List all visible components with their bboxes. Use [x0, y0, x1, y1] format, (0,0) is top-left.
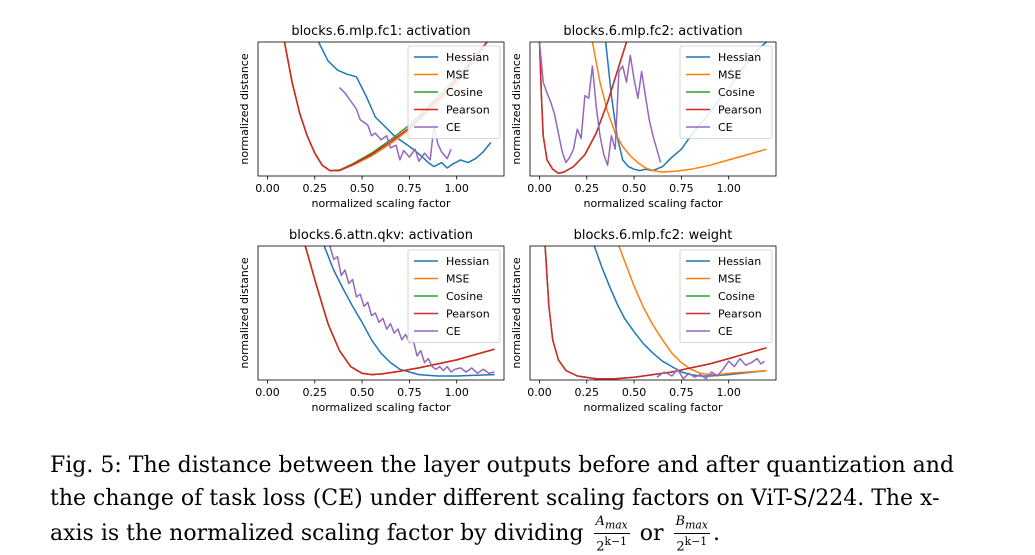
series-line-hessian [323, 246, 495, 377]
series-line-ce [656, 357, 766, 380]
x-tick-label: 0.00 [255, 182, 280, 195]
x-tick-label: 0.00 [527, 386, 552, 399]
axes-frame [529, 41, 777, 177]
caption-prefix: Fig. 5: [50, 453, 122, 478]
figure-caption: Fig. 5: The distance between the layer o… [50, 449, 980, 553]
frac1-numerator: A [595, 514, 605, 529]
x-tick-label: 0.50 [350, 182, 375, 195]
chart-panel-1: 0.00 0.25 0.50 0.75 1.00 blocks.6.mlp.fc1: ac… [238, 24, 505, 210]
y-axis-label: normalized distance [238, 257, 251, 368]
legend-label-cosine: Cosine [446, 290, 483, 303]
legend-label-pearson: Pearson [446, 104, 490, 117]
series-lines [544, 246, 767, 380]
x-tick-label: 0.25 [575, 386, 600, 399]
legend-label-hessian: Hessian [718, 51, 761, 64]
fraction-a-max: Amax 2k−1 [593, 514, 630, 554]
chart-title: blocks.6.mlp.fc2: activation [563, 24, 742, 39]
chart-title: blocks.6.mlp.fc1: activation [291, 24, 470, 39]
legend-box [407, 45, 501, 139]
legend-label-hessian: Hessian [446, 255, 489, 268]
series-line-hessian [317, 42, 492, 169]
frac2-numerator: B [675, 514, 686, 529]
caption-end: . [712, 520, 720, 546]
series-line-mse [591, 42, 767, 173]
legend-label-cosine: Cosine [718, 86, 755, 99]
legend-label-ce: CE [718, 121, 733, 134]
series-lines [304, 246, 495, 377]
legend-label-mse: MSE [718, 69, 741, 82]
legend-box [679, 249, 773, 343]
x-tick-label: 0.25 [303, 182, 328, 195]
legend-label-mse: MSE [446, 69, 469, 82]
series-line-ce [538, 42, 662, 167]
x-tick-label: 0.75 [669, 386, 694, 399]
legend-label-pearson: Pearson [446, 308, 490, 321]
x-tick-label: 1.00 [444, 182, 469, 195]
legend: Hessian MSE Cosine Pearson CE [407, 45, 501, 139]
x-tick-label: 0.50 [350, 386, 375, 399]
x-tick-label: 0.25 [575, 182, 600, 195]
frac2-denominator-sup: k−1 [684, 534, 708, 548]
x-axis-label: normalized scaling factor [584, 197, 723, 210]
y-axis-label: normalized distance [510, 53, 523, 164]
y-axis-label: normalized distance [238, 53, 251, 164]
legend-label-pearson: Pearson [718, 104, 762, 117]
x-axis-label: normalized scaling factor [312, 197, 451, 210]
caption-text: The distance between the layer outputs b… [50, 453, 955, 546]
x-axis-label: normalized scaling factor [312, 401, 451, 414]
x-tick-label: 0.75 [669, 182, 694, 195]
x-axis-label: normalized scaling factor [584, 401, 723, 414]
caption-connector: or [639, 520, 664, 546]
series-line-pearson [538, 42, 628, 175]
chart-title: blocks.6.mlp.fc2: weight [574, 228, 733, 243]
frac1-numerator-sub: max [604, 518, 628, 532]
x-tick-label: 0.50 [622, 386, 647, 399]
x-tick-label: 0.00 [527, 182, 552, 195]
y-axis-label: normalized distance [510, 257, 523, 368]
x-tick-label: 0.75 [397, 386, 422, 399]
legend-label-ce: CE [446, 325, 461, 338]
x-tick-label: 1.00 [444, 386, 469, 399]
legend-label-hessian: Hessian [446, 51, 489, 64]
x-tick-label: 1.00 [716, 386, 741, 399]
series-line-ce [329, 246, 495, 375]
legend-label-cosine: Cosine [718, 290, 755, 303]
frac2-denominator: 2 [676, 538, 685, 554]
axes-frame [529, 245, 777, 381]
figure: 0.00 0.25 0.50 0.75 1.00 blocks.6.mlp.fc1: ac… [238, 24, 777, 414]
chart-panel-2: 0.00 0.25 0.50 0.75 1.00 blocks.6.mlp.fc2: ac… [510, 24, 777, 210]
series-line-pearson [304, 246, 495, 376]
legend-label-hessian: Hessian [718, 255, 761, 268]
chart-panel-3: 0.00 0.25 0.50 0.75 1.00 blocks.6.attn.qkv: a… [238, 228, 505, 414]
legend-label-pearson: Pearson [718, 308, 762, 321]
frac1-denominator: 2 [596, 538, 605, 554]
x-tick-label: 0.25 [303, 386, 328, 399]
chart-panel-4: 0.00 0.25 0.50 0.75 1.00 blocks.6.mlp.fc2: we… [510, 228, 777, 414]
chart-title: blocks.6.attn.qkv: activation [289, 228, 473, 243]
axes-frame [257, 41, 505, 177]
x-tick-label: 0.50 [622, 182, 647, 195]
legend-box [679, 45, 773, 139]
legend-label-cosine: Cosine [446, 86, 483, 99]
legend: Hessian MSE Cosine Pearson CE [407, 249, 501, 343]
legend-label-ce: CE [446, 121, 461, 134]
legend-label-ce: CE [718, 325, 733, 338]
legend: Hessian MSE Cosine Pearson CE [679, 45, 773, 139]
legend-box [407, 249, 501, 343]
legend: Hessian MSE Cosine Pearson CE [679, 249, 773, 343]
frac2-numerator-sub: max [685, 518, 708, 532]
axes-frame [257, 245, 505, 381]
x-tick-label: 0.75 [397, 182, 422, 195]
series-line-mse [618, 246, 767, 376]
series-line-pearson [544, 246, 767, 380]
legend-label-mse: MSE [718, 273, 741, 286]
legend-label-mse: MSE [446, 273, 469, 286]
fraction-b-max: Bmax 2k−1 [673, 514, 710, 554]
x-tick-label: 1.00 [716, 182, 741, 195]
frac1-denominator-sup: k−1 [604, 534, 628, 548]
x-tick-label: 0.00 [255, 386, 280, 399]
